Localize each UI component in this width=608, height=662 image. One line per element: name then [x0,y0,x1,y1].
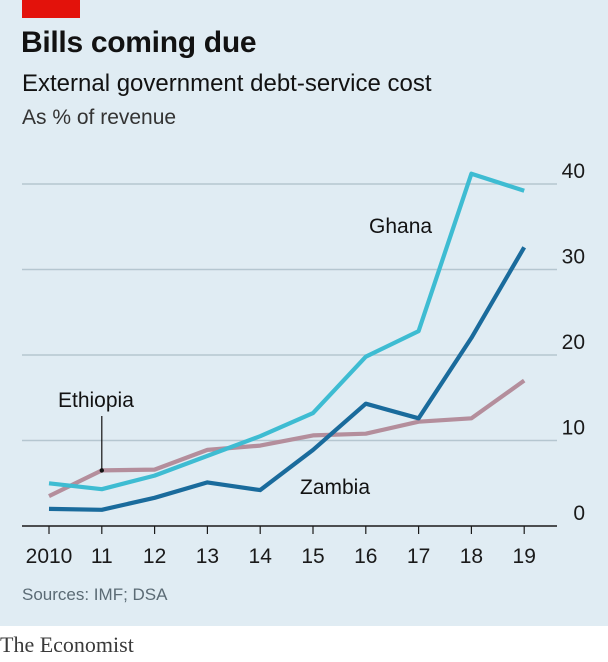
publisher-logo: The Economist [0,632,134,657]
chart-title: Bills coming due [21,26,257,59]
x-tick-label-15: 15 [301,545,324,568]
x-tick-label-2010: 2010 [26,545,73,568]
x-tick-label-11: 11 [91,545,113,568]
source-note: Sources: IMF; DSA [22,585,168,604]
y-tick-label-40: 40 [562,160,585,183]
chart-subtitle: External government debt-service cost [22,70,432,97]
series-label-ethiopia: Ethiopia [58,389,134,412]
x-tick-label-19: 19 [513,545,536,568]
x-tick-label-17: 17 [407,545,430,568]
x-tick-label-12: 12 [143,545,166,568]
line-chart: 0 10 20 30 40 2010 11 12 13 14 15 16 17 18 19 Ethiopia Z… [22,160,585,568]
x-tick-label-16: 16 [354,545,377,568]
y-tick-label-20: 20 [562,331,585,354]
ethiopia-leader-dot [99,468,105,473]
chart-unit: As % of revenue [22,106,177,129]
series-line-ghana [48,171,525,492]
series-label-zambia: Zambia [300,476,370,499]
series-line-zambia [48,246,527,512]
y-tick-label-10: 10 [562,417,585,440]
series-line-ethiopia [48,378,526,498]
x-tick-label-13: 13 [196,545,219,568]
y-tick-label-30: 30 [562,246,585,269]
series-label-ghana: Ghana [369,215,432,238]
x-tick-label-14: 14 [249,545,273,568]
x-tick-label-18: 18 [460,545,483,568]
brand-red-tag [22,0,80,18]
y-tick-label-0: 0 [573,502,585,525]
chart-panel [0,0,608,626]
